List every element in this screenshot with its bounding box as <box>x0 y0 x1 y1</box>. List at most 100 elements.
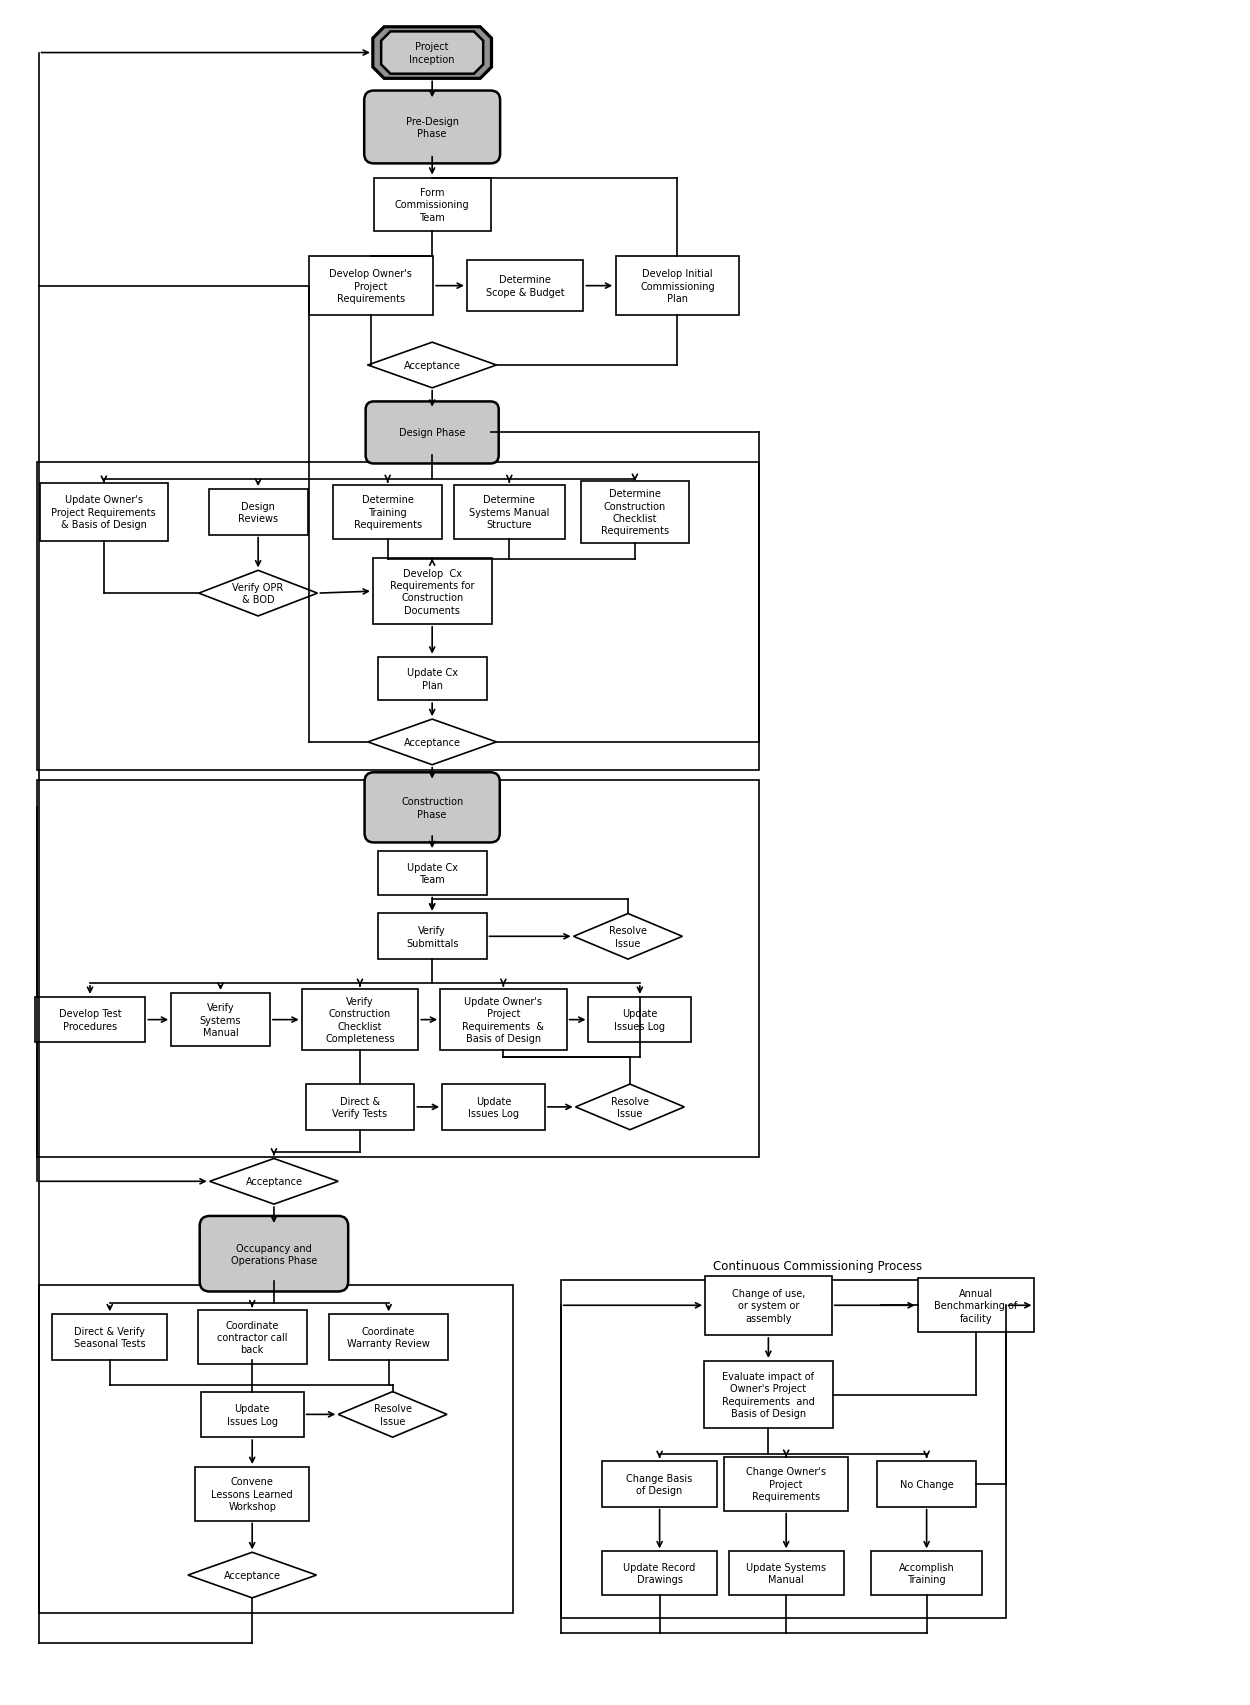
Text: Continuous Commissioning Process: Continuous Commissioning Process <box>714 1260 922 1272</box>
Polygon shape <box>574 914 682 960</box>
Bar <box>871 1552 982 1594</box>
Text: Pre-Design
Phase: Pre-Design Phase <box>406 116 459 140</box>
Bar <box>561 1280 1006 1618</box>
Polygon shape <box>339 1391 447 1437</box>
Bar <box>378 851 486 895</box>
Text: Resolve
Issue: Resolve Issue <box>609 926 648 948</box>
Bar <box>35 997 145 1043</box>
Text: Design Phase: Design Phase <box>399 428 465 438</box>
Bar <box>729 1552 844 1594</box>
Text: Update Systems
Manual: Update Systems Manual <box>746 1562 826 1584</box>
Bar <box>305 1084 414 1130</box>
Text: Update Record
Drawings: Update Record Drawings <box>624 1562 696 1584</box>
Bar <box>454 486 565 539</box>
Polygon shape <box>368 720 496 766</box>
Text: Change Basis
of Design: Change Basis of Design <box>626 1473 692 1495</box>
FancyBboxPatch shape <box>200 1216 349 1292</box>
Text: Direct & Verify
Seasonal Tests: Direct & Verify Seasonal Tests <box>74 1326 145 1349</box>
Text: Coordinate
Warranty Review: Coordinate Warranty Review <box>348 1326 430 1349</box>
Text: Verify
Submittals: Verify Submittals <box>406 926 459 948</box>
Polygon shape <box>199 571 318 617</box>
Text: No Change: No Change <box>900 1478 954 1488</box>
Bar <box>466 261 584 312</box>
Bar <box>615 257 739 315</box>
Text: Update Cx
Plan: Update Cx Plan <box>406 668 458 691</box>
Bar <box>334 486 442 539</box>
Bar <box>40 484 169 540</box>
Text: Determine
Scope & Budget: Determine Scope & Budget <box>486 275 565 298</box>
Text: Change of use,
or system or
assembly: Change of use, or system or assembly <box>731 1287 805 1323</box>
Bar <box>301 989 419 1050</box>
Text: Accomplish
Training: Accomplish Training <box>899 1562 955 1584</box>
Polygon shape <box>368 343 496 389</box>
Bar <box>602 1461 718 1507</box>
Bar <box>36 464 759 771</box>
Bar <box>329 1315 448 1361</box>
Bar <box>201 1391 304 1437</box>
Text: Resolve
Issue: Resolve Issue <box>611 1096 649 1118</box>
Bar <box>589 997 691 1043</box>
Text: Coordinate
contractor call
back: Coordinate contractor call back <box>217 1320 288 1355</box>
Bar <box>705 1275 831 1335</box>
Text: Develop Test
Procedures: Develop Test Procedures <box>59 1009 121 1032</box>
Text: Develop Initial
Commissioning
Plan: Develop Initial Commissioning Plan <box>640 269 715 303</box>
Polygon shape <box>188 1552 316 1598</box>
Bar <box>198 1311 306 1364</box>
Text: Acceptance: Acceptance <box>404 361 461 370</box>
Bar <box>724 1458 849 1511</box>
Text: Determine
Construction
Checklist
Requirements: Determine Construction Checklist Require… <box>601 489 669 535</box>
Text: Update Cx
Team: Update Cx Team <box>406 863 458 885</box>
Polygon shape <box>381 32 484 75</box>
Text: Form
Commissioning
Team: Form Commissioning Team <box>395 188 470 223</box>
Bar <box>580 483 689 544</box>
Text: Determine
Training
Requirements: Determine Training Requirements <box>354 494 421 530</box>
Text: Acceptance: Acceptance <box>224 1570 281 1581</box>
Bar <box>918 1279 1035 1332</box>
Bar <box>440 989 566 1050</box>
Text: Construction
Phase: Construction Phase <box>401 796 464 818</box>
Text: Update
Issues Log: Update Issues Log <box>226 1403 278 1425</box>
FancyBboxPatch shape <box>364 92 500 164</box>
FancyBboxPatch shape <box>365 772 500 842</box>
Text: Resolve
Issue: Resolve Issue <box>374 1403 411 1425</box>
Text: Annual
Benchmarking of
facility: Annual Benchmarking of facility <box>935 1287 1017 1323</box>
Bar <box>442 1084 545 1130</box>
Text: Develop Owner's
Project
Requirements: Develop Owner's Project Requirements <box>330 269 412 303</box>
Text: Occupancy and
Operations Phase: Occupancy and Operations Phase <box>231 1243 318 1265</box>
Text: Acceptance: Acceptance <box>245 1176 302 1187</box>
Text: Update Owner's
Project Requirements
& Basis of Design: Update Owner's Project Requirements & Ba… <box>51 494 156 530</box>
Text: Evaluate impact of
Owner's Project
Requirements  and
Basis of Design: Evaluate impact of Owner's Project Requi… <box>722 1371 815 1419</box>
Text: Verify
Systems
Manual: Verify Systems Manual <box>200 1003 241 1037</box>
Text: Convene
Lessons Learned
Workshop: Convene Lessons Learned Workshop <box>211 1477 292 1511</box>
Bar <box>39 1286 514 1613</box>
Bar <box>36 781 759 1156</box>
Bar <box>878 1461 976 1507</box>
Bar <box>171 994 270 1047</box>
Bar <box>378 914 486 960</box>
Bar <box>374 179 490 232</box>
FancyBboxPatch shape <box>366 402 499 464</box>
Text: Direct &
Verify Tests: Direct & Verify Tests <box>332 1096 388 1118</box>
Text: Design
Reviews: Design Reviews <box>238 501 279 523</box>
Text: Verify
Construction
Checklist
Completeness: Verify Construction Checklist Completene… <box>325 996 395 1043</box>
Bar <box>372 559 491 624</box>
Bar <box>309 257 432 315</box>
Polygon shape <box>575 1084 684 1130</box>
Bar <box>602 1552 718 1594</box>
Text: Update Owner's
Project
Requirements  &
Basis of Design: Update Owner's Project Requirements & Ba… <box>462 996 544 1043</box>
Text: Determine
Systems Manual
Structure: Determine Systems Manual Structure <box>469 494 550 530</box>
Text: Verify OPR
& BOD: Verify OPR & BOD <box>232 583 284 605</box>
Text: Develop  Cx
Requirements for
Construction
Documents: Develop Cx Requirements for Construction… <box>390 568 475 616</box>
Bar <box>378 656 486 701</box>
Text: Project
Inception: Project Inception <box>410 43 455 65</box>
Text: Update
Issues Log: Update Issues Log <box>468 1096 519 1118</box>
Polygon shape <box>210 1159 339 1204</box>
Bar <box>195 1466 309 1521</box>
Bar <box>52 1315 168 1361</box>
Bar <box>209 489 308 535</box>
Polygon shape <box>372 27 491 80</box>
Text: Update
Issues Log: Update Issues Log <box>614 1009 665 1032</box>
Text: Acceptance: Acceptance <box>404 738 461 747</box>
Text: Change Owner's
Project
Requirements: Change Owner's Project Requirements <box>746 1466 826 1502</box>
Bar <box>704 1361 832 1429</box>
